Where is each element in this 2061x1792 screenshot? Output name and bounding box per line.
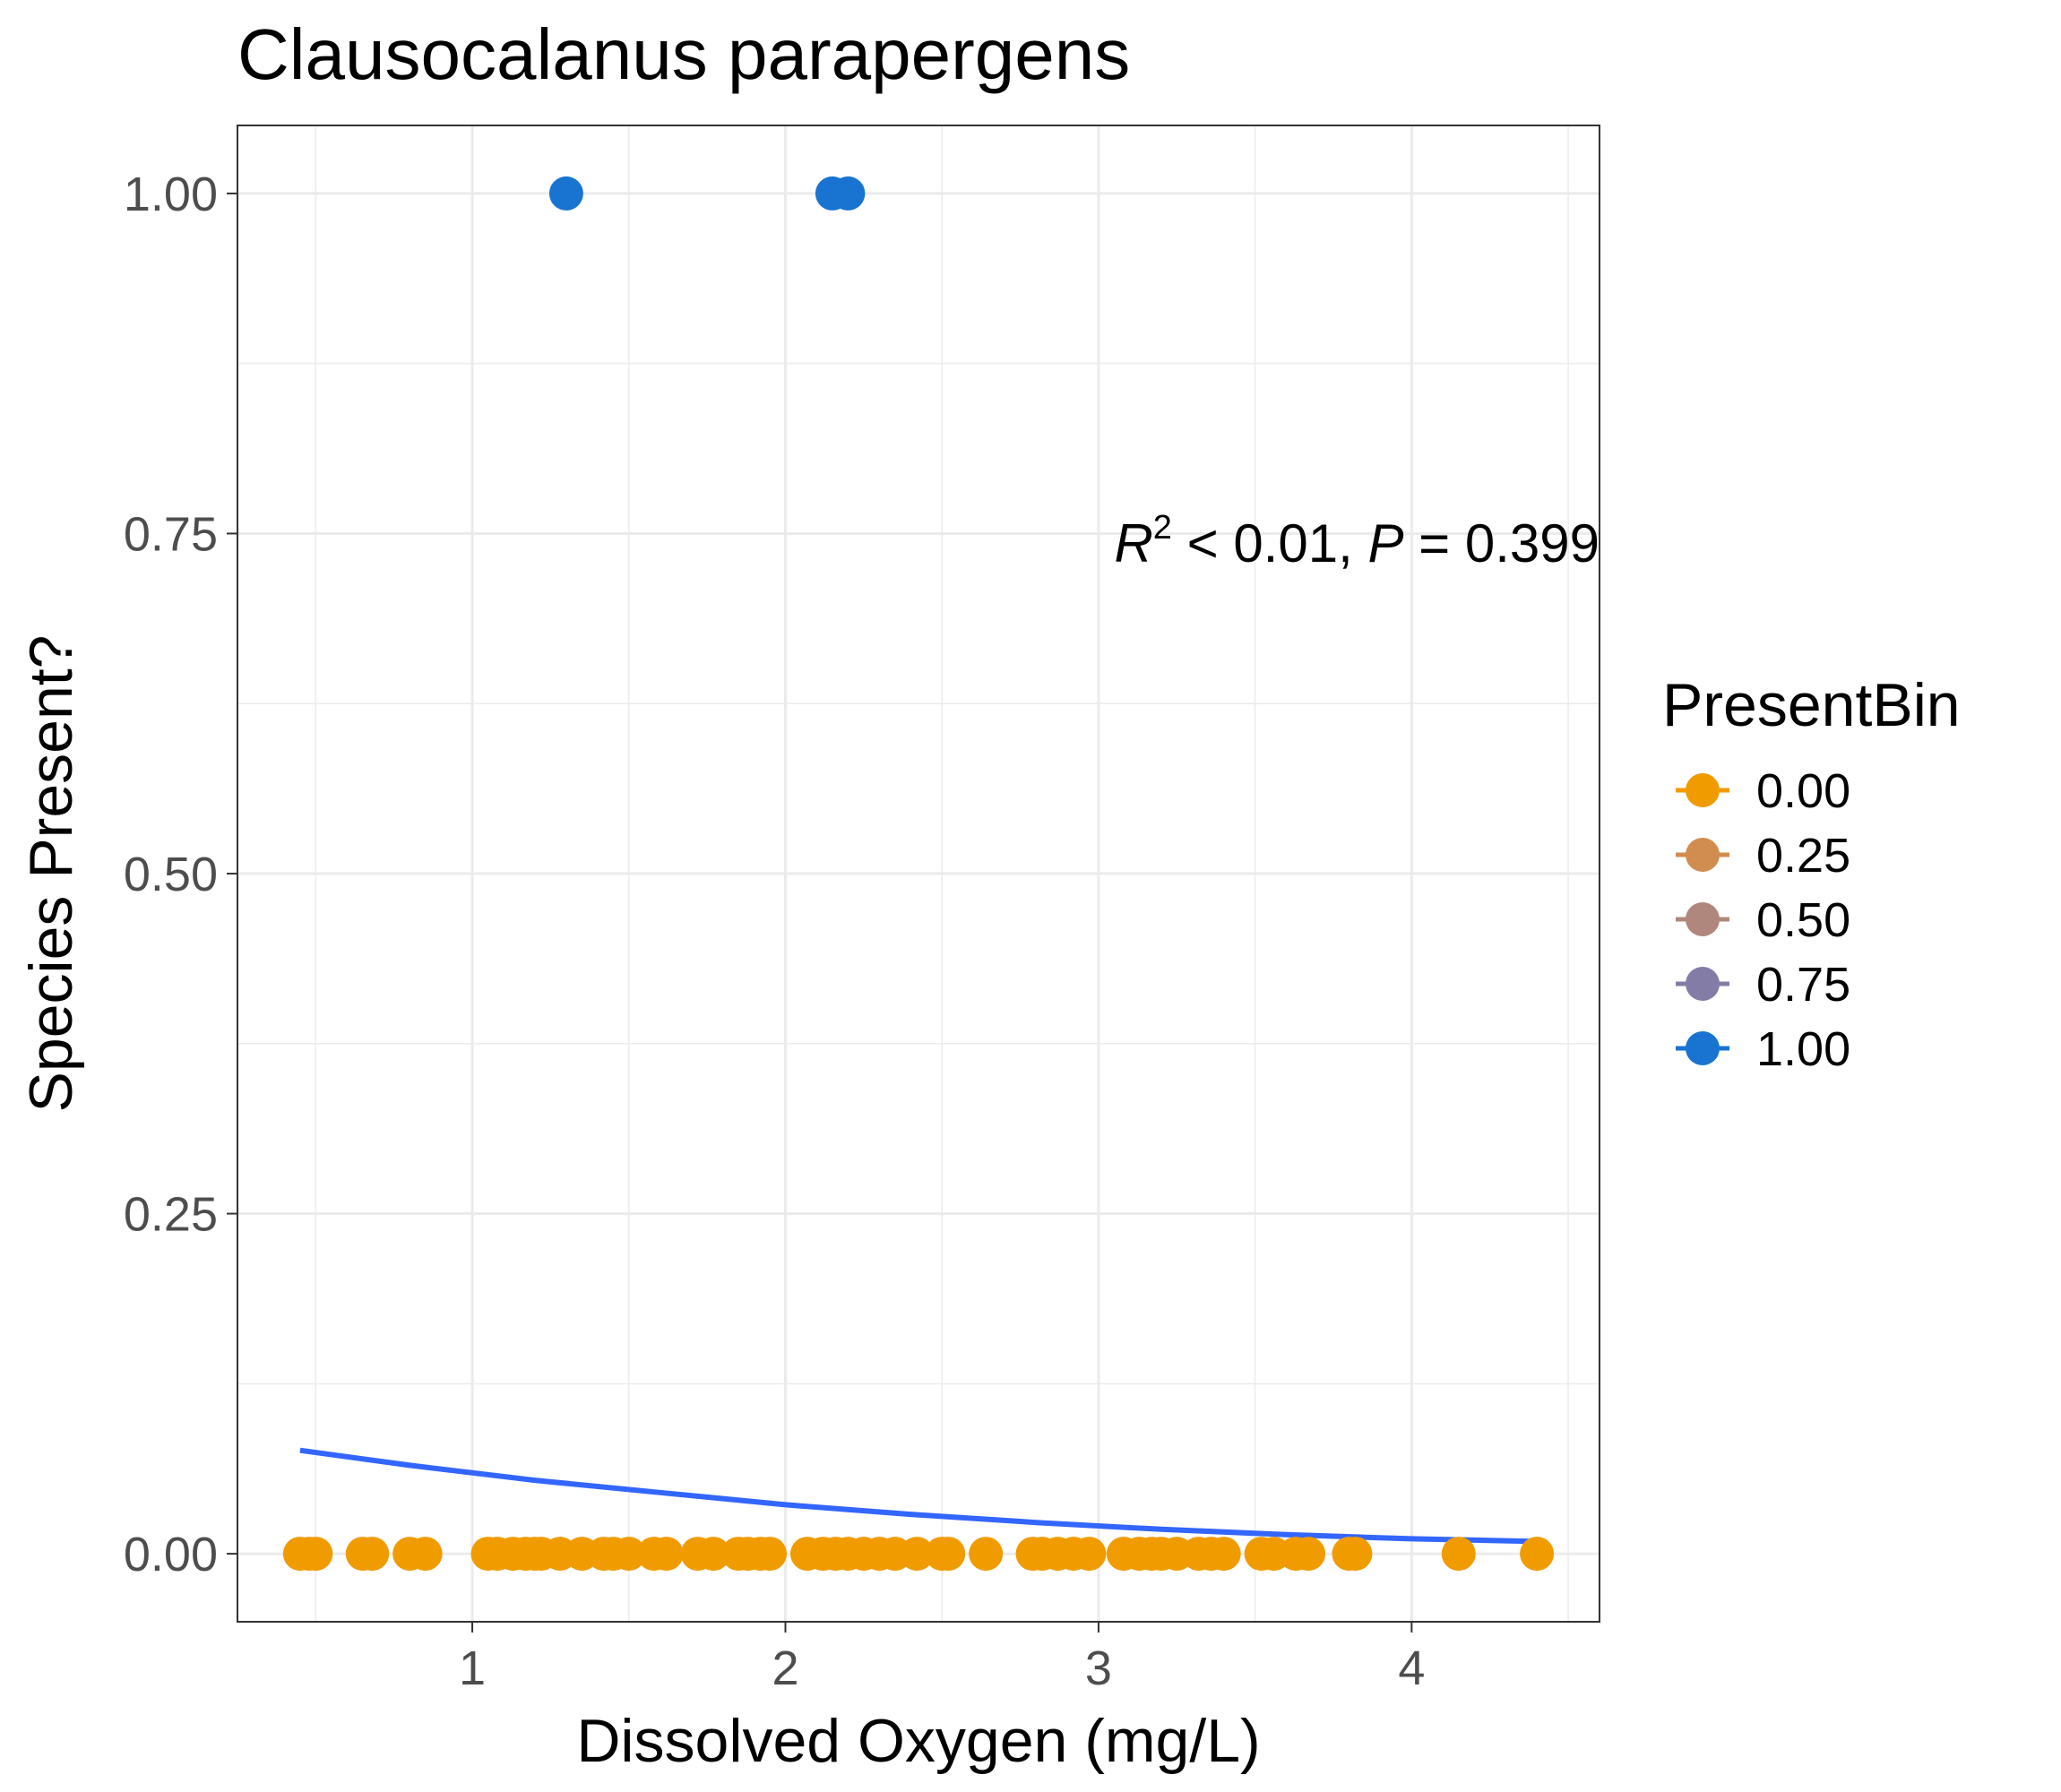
points-layer bbox=[282, 176, 1555, 1572]
annotation-r-exponent: 2 bbox=[1153, 509, 1172, 547]
x-axis: 1 2 3 4 bbox=[459, 1622, 1425, 1695]
fit-line-layer bbox=[299, 1447, 1538, 1545]
legend-key-point bbox=[1686, 838, 1720, 872]
legend: PresentBin 0.00 0.25 0.50 0.75 1.00 bbox=[1662, 671, 1961, 1076]
legend-label: 0.50 bbox=[1756, 893, 1850, 947]
data-point bbox=[1206, 1537, 1241, 1572]
data-point bbox=[753, 1537, 788, 1572]
y-tick-label: 0.50 bbox=[124, 848, 218, 901]
y-axis-title: Species Present? bbox=[17, 635, 85, 1113]
y-tick-label: 0.75 bbox=[124, 507, 218, 561]
annotation: R2 < 0.01, P = 0.399 bbox=[1114, 509, 1600, 573]
x-tick-label: 2 bbox=[772, 1641, 798, 1695]
legend-label: 0.00 bbox=[1756, 764, 1850, 818]
data-point bbox=[1520, 1537, 1555, 1572]
fit-line bbox=[299, 1447, 1538, 1545]
legend-key-point bbox=[1686, 773, 1720, 807]
x-axis-title: Dissolved Oxygen (mg/L) bbox=[576, 1707, 1260, 1775]
legend-key-point bbox=[1686, 1031, 1720, 1065]
data-point bbox=[408, 1537, 443, 1572]
annotation-r-text: < 0.01, bbox=[1172, 513, 1368, 573]
data-point bbox=[1441, 1537, 1476, 1572]
legend-item: 0.75 bbox=[1676, 958, 1850, 1012]
data-point bbox=[969, 1537, 1004, 1572]
data-point bbox=[1291, 1537, 1326, 1572]
legend-label: 0.75 bbox=[1756, 958, 1850, 1012]
legend-key-point bbox=[1686, 902, 1720, 936]
x-tick-label: 1 bbox=[459, 1641, 486, 1695]
data-point bbox=[649, 1537, 684, 1572]
legend-label: 1.00 bbox=[1756, 1022, 1850, 1076]
legend-title: PresentBin bbox=[1662, 671, 1961, 739]
data-point bbox=[900, 1537, 935, 1572]
y-tick-label: 0.00 bbox=[124, 1528, 218, 1581]
legend-label: 0.25 bbox=[1756, 829, 1850, 883]
data-point bbox=[548, 176, 583, 211]
data-point bbox=[931, 1537, 966, 1572]
legend-item: 1.00 bbox=[1676, 1022, 1850, 1076]
data-point bbox=[298, 1537, 333, 1572]
legend-items: 0.00 0.25 0.50 0.75 1.00 bbox=[1676, 764, 1850, 1076]
y-tick-label: 0.25 bbox=[124, 1188, 218, 1242]
legend-key-point bbox=[1686, 967, 1720, 1001]
y-axis: 0.00 0.25 0.50 0.75 1.00 bbox=[124, 168, 237, 1581]
y-tick-label: 1.00 bbox=[124, 168, 218, 221]
data-point bbox=[1072, 1537, 1107, 1572]
legend-item: 0.00 bbox=[1676, 764, 1850, 818]
data-point bbox=[696, 1537, 731, 1572]
legend-item: 0.50 bbox=[1676, 893, 1850, 947]
annotation-r-symbol: R bbox=[1114, 513, 1152, 573]
data-point bbox=[1338, 1537, 1373, 1572]
annotation-p-symbol: P bbox=[1367, 513, 1403, 573]
legend-item: 0.25 bbox=[1676, 829, 1850, 883]
x-tick-label: 3 bbox=[1085, 1641, 1112, 1695]
x-tick-label: 4 bbox=[1398, 1641, 1425, 1695]
data-point bbox=[611, 1537, 646, 1572]
annotation-p-text: = 0.399 bbox=[1403, 513, 1600, 573]
data-point bbox=[831, 176, 866, 211]
chart-title: Clausocalanus parapergens bbox=[237, 14, 1130, 94]
data-point bbox=[355, 1537, 390, 1572]
